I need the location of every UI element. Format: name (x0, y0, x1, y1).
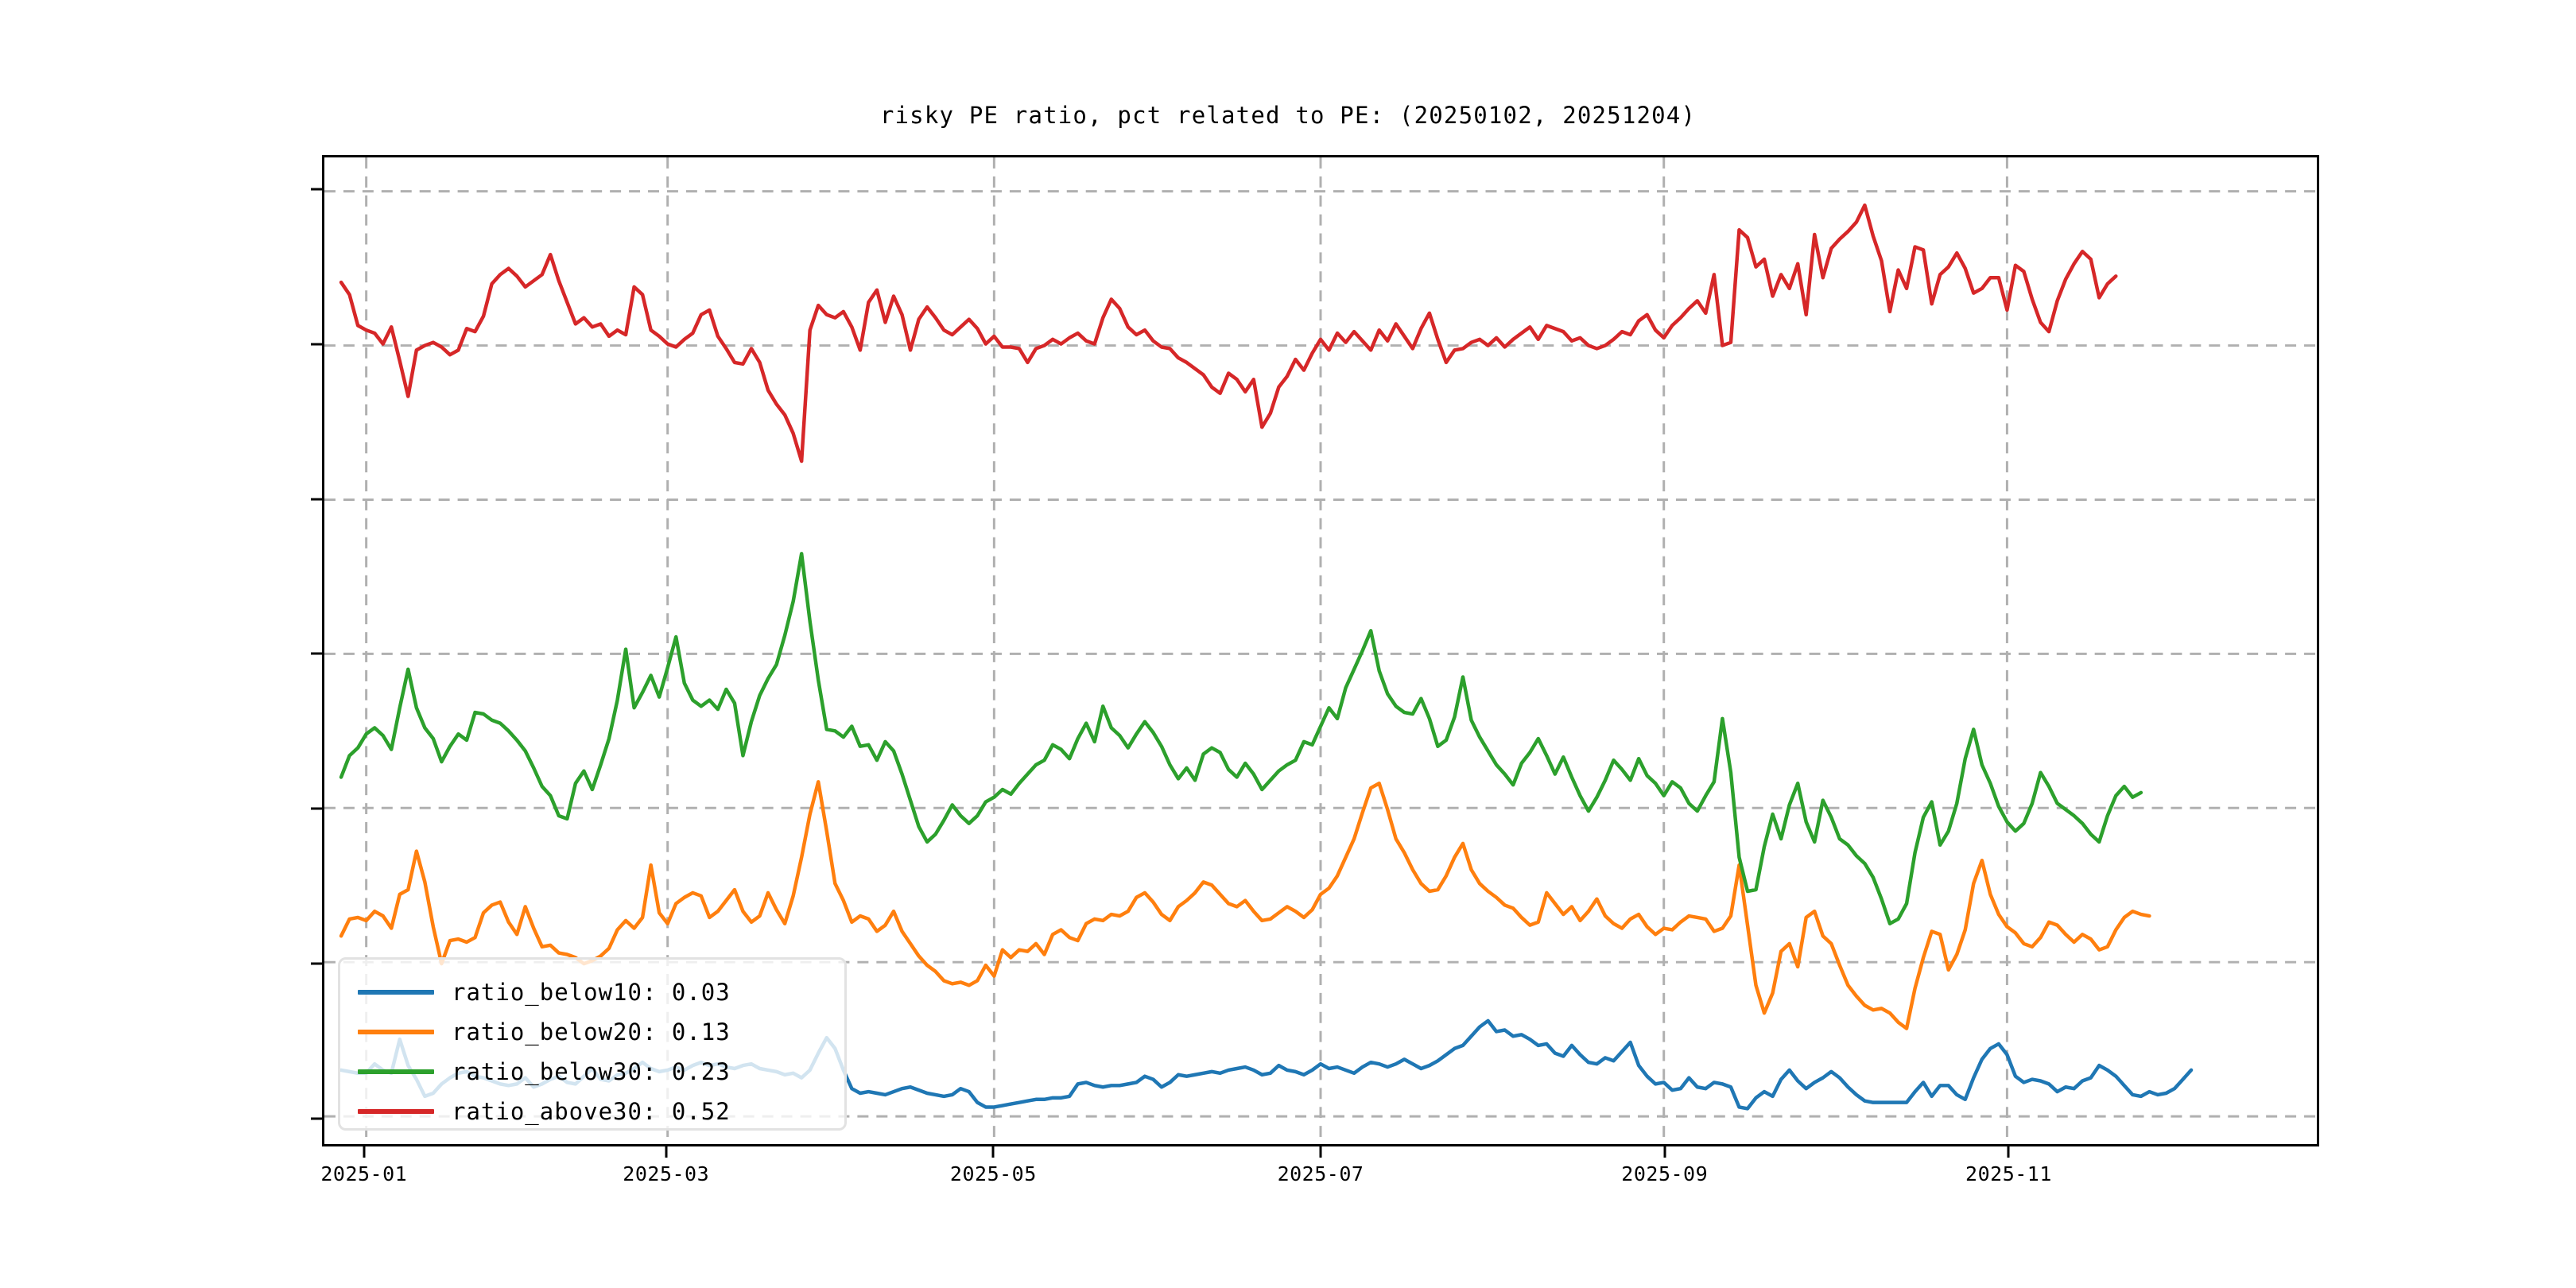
y-axis-tick-mark (311, 498, 322, 501)
legend-item-ratio_below10[interactable]: ratio_below10: 0.03 (340, 971, 844, 1014)
x-axis-tick-label: 2025-03 (623, 1162, 710, 1185)
x-axis-tick-label: 2025-11 (1965, 1162, 2052, 1185)
x-axis-tick-mark (363, 1146, 366, 1158)
legend-item-ratio_below30[interactable]: ratio_below30: 0.23 (340, 1050, 844, 1093)
y-axis-tick-mark (311, 1117, 322, 1120)
series-line-ratio_below30 (339, 552, 2143, 925)
x-axis-tick-label: 2025-05 (949, 1162, 1037, 1185)
y-axis-tick-mark (311, 652, 322, 655)
legend-item-ratio_above30[interactable]: ratio_above30: 0.52 (340, 1090, 844, 1133)
y-axis-tick-mark (311, 343, 322, 346)
y-axis-tick-mark (311, 962, 322, 965)
legend-color-swatch-ratio_below10 (358, 990, 434, 995)
x-axis-tick-mark (991, 1146, 995, 1158)
chart-legend: ratio_below10: 0.03 ratio_below20: 0.13 ra… (338, 957, 847, 1131)
x-axis-tick-label: 2025-01 (320, 1162, 408, 1185)
series-line-ratio_below20 (339, 780, 2151, 1030)
y-axis-tick-mark (311, 807, 322, 810)
legend-label-ratio_above30: ratio_above30: 0.52 (452, 1098, 731, 1125)
legend-color-swatch-ratio_below20 (358, 1030, 434, 1034)
y-axis-tick-mark (311, 188, 322, 191)
x-axis-tick-mark (1663, 1146, 1666, 1158)
legend-label-ratio_below10: ratio_below10: 0.03 (452, 979, 731, 1006)
x-axis-tick-mark (2007, 1146, 2010, 1158)
x-axis-tick-label: 2025-09 (1621, 1162, 1709, 1185)
legend-label-ratio_below20: ratio_below20: 0.13 (452, 1018, 731, 1046)
x-axis-tick-mark (665, 1146, 668, 1158)
chart-title: risky PE ratio, pct related to PE: (2025… (879, 102, 1697, 129)
series-canvas (324, 157, 2317, 1144)
legend-color-swatch-ratio_above30 (358, 1109, 434, 1114)
legend-color-swatch-ratio_below30 (358, 1069, 434, 1074)
x-axis-tick-mark (1319, 1146, 1322, 1158)
legend-item-ratio_below20[interactable]: ratio_below20: 0.13 (340, 1011, 844, 1053)
x-axis-tick-label: 2025-07 (1277, 1162, 1364, 1185)
legend-label-ratio_below30: ratio_below30: 0.23 (452, 1058, 731, 1085)
series-line-ratio_above30 (339, 203, 2118, 464)
